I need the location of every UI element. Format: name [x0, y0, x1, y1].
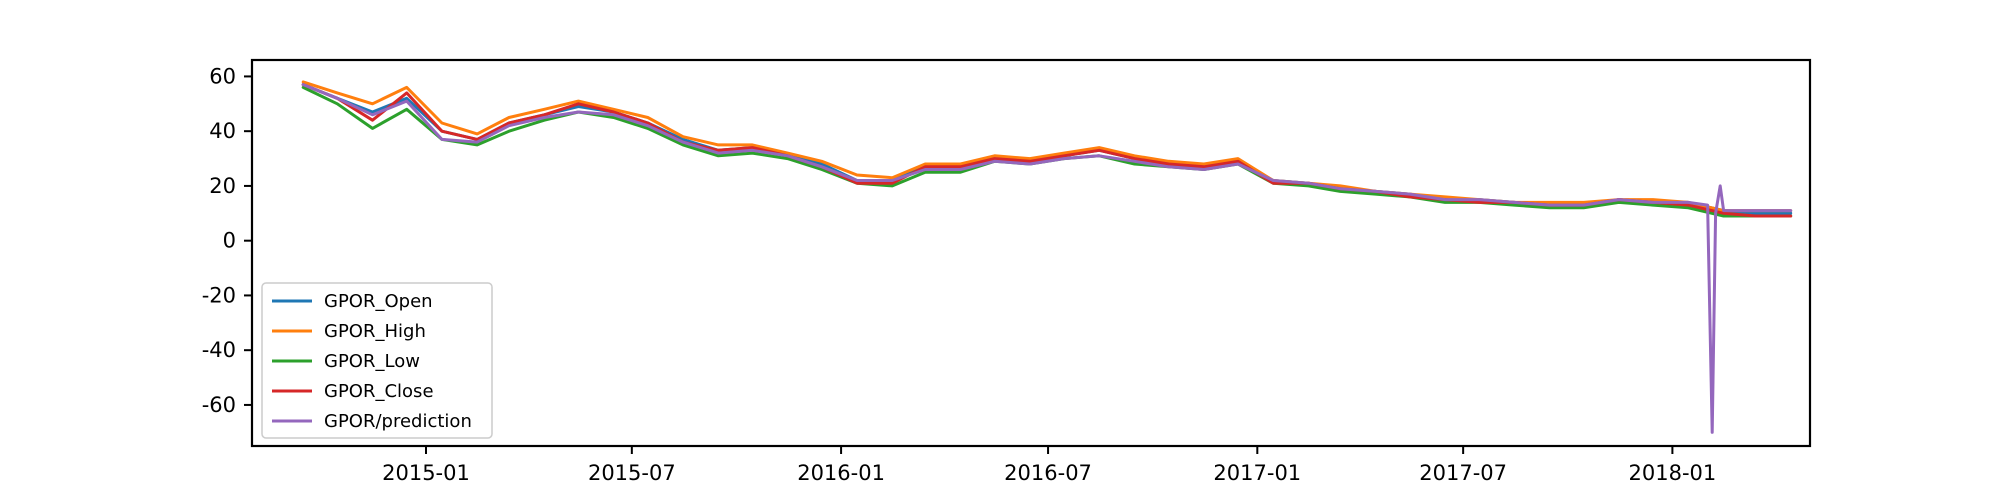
legend-label: GPOR_Open [324, 291, 433, 312]
x-tick-label: 2016-01 [797, 461, 885, 485]
y-tick-label: 0 [223, 229, 236, 253]
legend-label: GPOR/prediction [324, 411, 472, 432]
legend-box [261, 282, 493, 439]
y-tick-label: -40 [202, 338, 236, 362]
legend-label: GPOR_High [324, 321, 426, 342]
x-tick-label: 2017-01 [1213, 461, 1301, 485]
y-tick-label: -60 [202, 393, 236, 417]
legend-label: GPOR_Close [324, 381, 434, 402]
y-tick-label: 60 [209, 64, 236, 88]
legend-label: GPOR_Low [324, 351, 420, 372]
y-tick-label: 40 [209, 119, 236, 143]
y-tick-label: 20 [209, 174, 236, 198]
legend: GPOR_Open GPOR_High GPOR_Low GPOR_Close GPOR… [261, 282, 493, 439]
x-tick-label: 2015-01 [382, 461, 470, 485]
series-line-4 [301, 83, 1793, 434]
x-tick-label: 2016-07 [1004, 461, 1092, 485]
axis-layer: 60 40 20 0 -20 -40 -60 2015-01 2015-07 2016-01 201… [202, 64, 1717, 485]
series-line-1 [301, 80, 1793, 213]
x-tick-label: 2018-01 [1629, 461, 1717, 485]
x-tick-label: 2015-07 [588, 461, 676, 485]
series-layer [301, 80, 1793, 434]
x-tick-label: 2017-07 [1419, 461, 1507, 485]
y-tick-label: -20 [202, 283, 236, 307]
